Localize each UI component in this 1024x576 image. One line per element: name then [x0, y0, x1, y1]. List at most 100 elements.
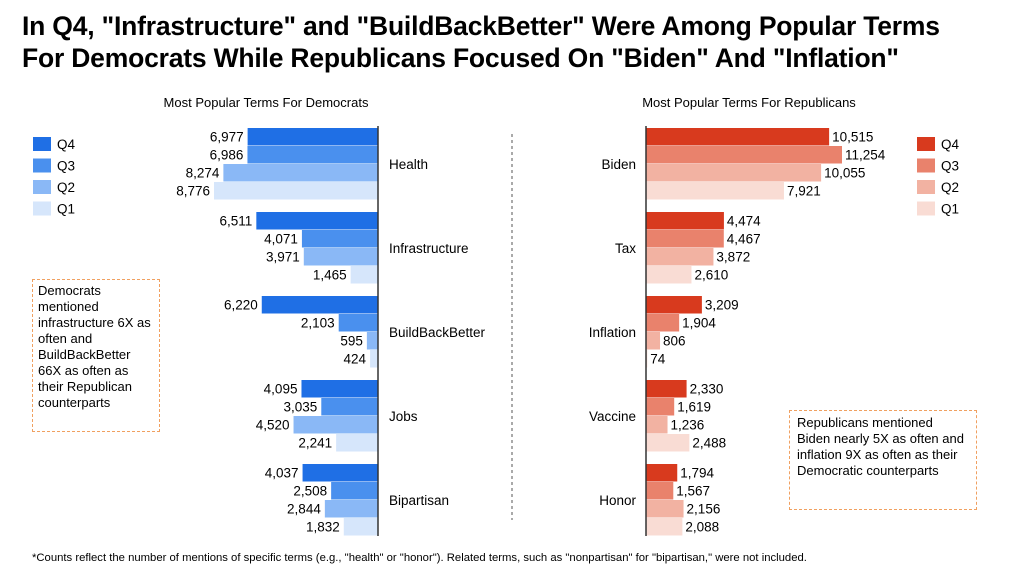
dem-bar-buildbackbetter-q2 — [366, 332, 378, 350]
chart-title: In Q4, "Infrastructure" and "BuildBackBe… — [22, 10, 1012, 74]
rep-bar-honor-q4 — [646, 464, 678, 482]
dem-bar-infrastructure-q2 — [303, 248, 378, 266]
rep-bar-inflation-q2 — [646, 332, 661, 350]
dem-bar-jobs-q3 — [321, 398, 378, 416]
rep-chart: Most Popular Terms For Republicans 10,515… — [589, 95, 960, 536]
rep-value-label: 10,055 — [824, 166, 865, 181]
dem-value-label: 4,037 — [265, 466, 299, 481]
dem-value-label: 6,977 — [210, 130, 244, 145]
dem-bar-health-q2 — [223, 164, 378, 182]
dem-value-label: 2,844 — [287, 502, 321, 517]
title-line-2: For Democrats While Republicans Focused … — [22, 43, 899, 73]
dem-bar-jobs-q1 — [336, 434, 378, 452]
dem-category-label: Bipartisan — [389, 493, 449, 508]
dem-value-label: 2,103 — [301, 316, 335, 331]
rep-value-label: 1,904 — [682, 316, 716, 331]
rep-value-label: 3,872 — [716, 250, 750, 265]
dem-value-label: 1,832 — [306, 520, 340, 535]
dem-value-label: 2,241 — [298, 436, 332, 451]
dem-legend-label: Q2 — [57, 180, 75, 195]
dem-value-label: 8,274 — [186, 166, 220, 181]
rep-legend-swatch-q1 — [917, 201, 935, 216]
dem-bar-health-q4 — [247, 128, 378, 146]
dem-value-label: 6,511 — [220, 214, 253, 229]
dem-value-label: 595 — [340, 334, 363, 349]
rep-category-label: Biden — [601, 157, 636, 172]
rep-value-label: 806 — [663, 334, 686, 349]
rep-value-label: 74 — [650, 352, 666, 367]
dem-legend-swatch-q4 — [33, 137, 51, 151]
rep-value-label: 7,921 — [787, 184, 821, 199]
dem-legend-swatch-q1 — [33, 201, 51, 216]
rep-bar-honor-q1 — [646, 518, 683, 536]
rep-legend-swatch-q4 — [917, 137, 935, 151]
rep-bar-biden-q4 — [646, 128, 830, 146]
dem-value-label: 4,095 — [264, 382, 298, 397]
rep-value-label: 2,488 — [692, 436, 726, 451]
dem-legend-label: Q4 — [57, 137, 76, 152]
rep-bar-biden-q2 — [646, 164, 822, 182]
democrats-annotation: Democrats mentioned infrastructure 6X as… — [32, 279, 160, 432]
dem-value-label: 3,971 — [266, 250, 300, 265]
dem-legend-swatch-q3 — [33, 158, 51, 173]
dem-bar-bipartisan-q2 — [324, 500, 378, 518]
rep-bar-honor-q3 — [646, 482, 674, 500]
footnote: *Counts reflect the number of mentions o… — [32, 552, 807, 564]
rep-bar-biden-q1 — [646, 182, 784, 200]
dem-category-label: BuildBackBetter — [389, 325, 486, 340]
dem-bar-buildbackbetter-q3 — [338, 314, 378, 332]
dem-value-label: 6,220 — [224, 298, 258, 313]
dem-bar-infrastructure-q3 — [301, 230, 378, 248]
rep-bar-tax-q4 — [646, 212, 724, 230]
dem-bar-health-q3 — [247, 146, 378, 164]
rep-value-label: 4,474 — [727, 214, 761, 229]
rep-value-label: 1,619 — [677, 400, 711, 415]
rep-legend-swatch-q3 — [917, 158, 935, 173]
dem-bar-infrastructure-q4 — [256, 212, 378, 230]
rep-legend-label: Q3 — [941, 159, 959, 174]
dem-legend-label: Q1 — [57, 202, 75, 217]
rep-value-label: 3,209 — [705, 298, 739, 313]
dem-bar-infrastructure-q1 — [350, 266, 378, 284]
rep-value-label: 1,794 — [680, 466, 714, 481]
rep-bar-tax-q3 — [646, 230, 724, 248]
rep-bar-tax-q2 — [646, 248, 714, 266]
dem-bar-jobs-q2 — [293, 416, 378, 434]
rep-bar-inflation-q3 — [646, 314, 680, 332]
rep-bar-vaccine-q3 — [646, 398, 675, 416]
dem-value-label: 424 — [344, 352, 367, 367]
dem-value-label: 8,776 — [176, 184, 210, 199]
rep-legend-label: Q1 — [941, 202, 959, 217]
rep-legend-swatch-q2 — [917, 180, 935, 194]
dem-bar-bipartisan-q3 — [331, 482, 378, 500]
dem-legend-label: Q3 — [57, 159, 75, 174]
rep-category-label: Inflation — [589, 325, 636, 340]
dem-bar-buildbackbetter-q1 — [370, 350, 378, 368]
republicans-annotation: Republicans mentioned Biden nearly 5X as… — [789, 410, 977, 510]
rep-value-label: 2,088 — [685, 520, 719, 535]
rep-category-label: Honor — [599, 493, 636, 508]
rep-bar-tax-q1 — [646, 266, 692, 284]
rep-value-label: 2,156 — [687, 502, 721, 517]
dem-chart-title: Most Popular Terms For Democrats — [164, 95, 369, 110]
dem-legend: Q4 Q3 Q2 Q1 — [33, 137, 76, 217]
rep-legend-label: Q2 — [941, 180, 959, 195]
rep-bar-vaccine-q4 — [646, 380, 687, 398]
rep-legend-label: Q4 — [941, 137, 960, 152]
rep-category-label: Vaccine — [589, 409, 636, 424]
rep-legend: Q4 Q3 Q2 Q1 — [917, 137, 960, 217]
rep-category-label: Tax — [615, 241, 636, 256]
dem-bar-bipartisan-q4 — [302, 464, 378, 482]
dem-chart: Most Popular Terms For Democrats 6,977 6,9… — [33, 95, 486, 536]
rep-value-label: 1,236 — [671, 418, 705, 433]
rep-bar-biden-q3 — [646, 146, 842, 164]
rep-value-label: 2,610 — [694, 268, 728, 283]
rep-bar-inflation-q4 — [646, 296, 702, 314]
dem-bar-buildbackbetter-q4 — [261, 296, 378, 314]
rep-bar-vaccine-q2 — [646, 416, 668, 434]
rep-chart-title: Most Popular Terms For Republicans — [642, 95, 856, 110]
dem-value-label: 3,035 — [283, 400, 317, 415]
dem-value-label: 2,508 — [293, 484, 327, 499]
rep-value-label: 4,467 — [727, 232, 761, 247]
